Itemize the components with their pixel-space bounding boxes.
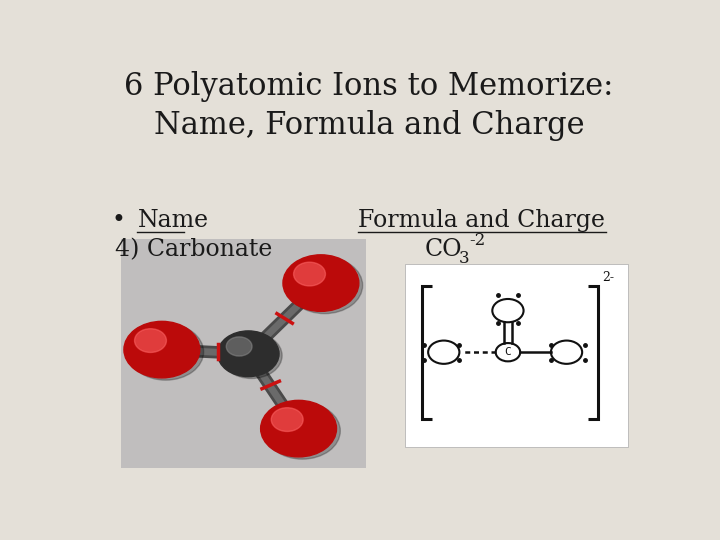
Circle shape	[294, 262, 325, 286]
Circle shape	[283, 255, 359, 312]
Text: 2-: 2-	[602, 271, 614, 284]
Text: 6 Polyatomic Ions to Memorize:
Name, Formula and Charge: 6 Polyatomic Ions to Memorize: Name, For…	[125, 71, 613, 141]
Circle shape	[226, 337, 252, 356]
Text: CO: CO	[425, 238, 462, 261]
Text: •: •	[112, 209, 141, 232]
Circle shape	[287, 257, 363, 314]
Text: C: C	[505, 347, 511, 357]
Circle shape	[261, 400, 336, 457]
Text: 3: 3	[458, 249, 469, 267]
Circle shape	[264, 403, 341, 459]
Text: Formula and Charge: Formula and Charge	[358, 209, 605, 232]
Circle shape	[271, 408, 303, 431]
FancyBboxPatch shape	[121, 239, 366, 468]
Text: Name: Name	[138, 209, 209, 232]
Text: -2: -2	[469, 232, 486, 249]
Circle shape	[221, 333, 282, 379]
Circle shape	[127, 323, 204, 380]
Circle shape	[217, 331, 279, 377]
FancyBboxPatch shape	[405, 265, 629, 447]
Text: 4) Carbonate: 4) Carbonate	[115, 238, 272, 261]
Circle shape	[135, 329, 166, 353]
Circle shape	[124, 321, 200, 378]
